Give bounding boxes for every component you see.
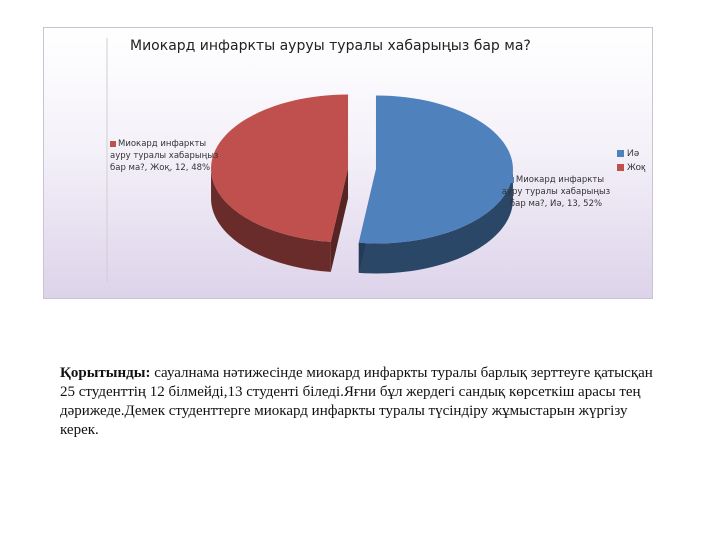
data-label-marker-ia — [507, 176, 514, 183]
legend-item-ia: Иә — [617, 146, 645, 160]
pie-side-zhoq — [211, 168, 331, 272]
legend: Иә Жоқ — [617, 146, 645, 174]
legend-label-ia: Иә — [627, 147, 640, 159]
pie-slice-ia — [358, 95, 513, 244]
legend-label-zhoq: Жоқ — [627, 161, 646, 173]
conclusion-text: Қорытынды: сауалнама нәтижесінде миокард… — [60, 364, 660, 440]
data-label-marker-zhoq — [110, 140, 116, 147]
pie-cut-face-zhoq-0 — [330, 168, 349, 272]
pie-slices — [211, 94, 513, 274]
data-label-zhoq: Миокард инфаркты ауру туралы хабарыңыз б… — [110, 138, 226, 174]
legend-item-zhoq: Жоқ — [617, 160, 645, 174]
data-label-ia: Миокард инфаркты ауру туралы хабарыңыз б… — [497, 174, 615, 210]
legend-swatch-zhoq — [617, 163, 624, 171]
conclusion-lead: Қорытынды: — [60, 365, 151, 381]
chart-title: Миокард инфаркты ауруы туралы хабарыңыз … — [130, 38, 531, 54]
conclusion-body: сауалнама нәтижесінде миокард инфаркты т… — [60, 365, 653, 438]
data-label-ia-text: Миокард инфаркты ауру туралы хабарыңыз б… — [501, 175, 611, 209]
pie-slice-zhoq — [211, 94, 349, 242]
data-label-zhoq-text: Миокард инфаркты ауру туралы хабарыңыз б… — [110, 139, 219, 173]
legend-swatch-ia — [617, 149, 624, 157]
pie-side-ia — [358, 169, 513, 274]
